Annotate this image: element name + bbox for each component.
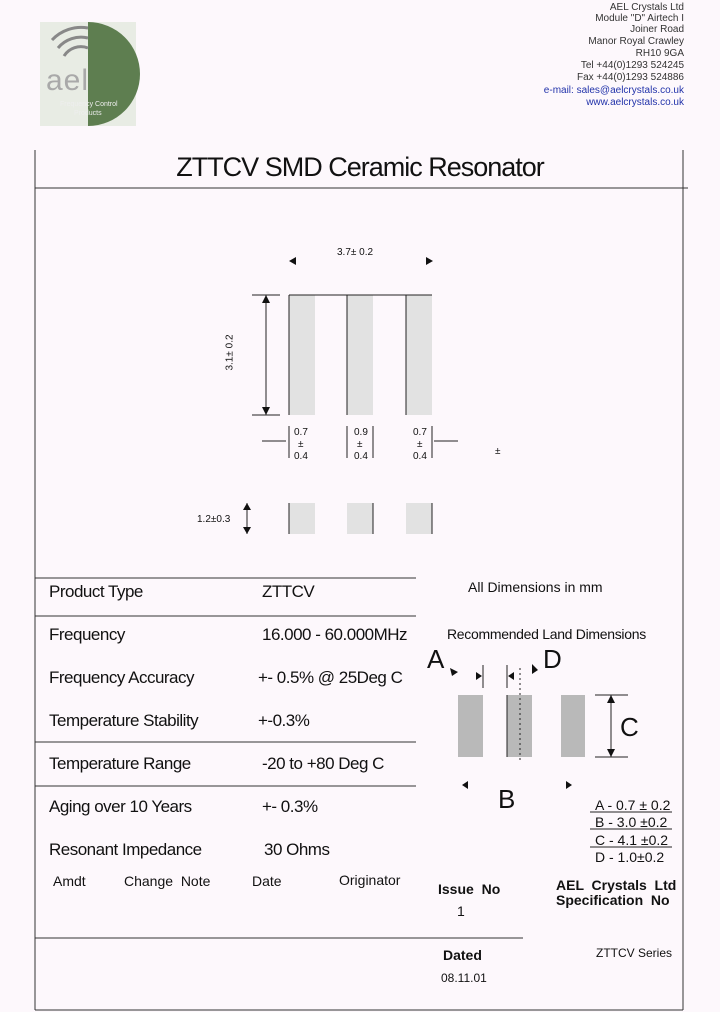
spec-label: Temperature Range bbox=[49, 754, 191, 773]
spec-value: 30 Ohms bbox=[264, 840, 330, 859]
dimension: 3.1± 0.2 bbox=[224, 334, 236, 371]
land-letter: B bbox=[498, 784, 516, 814]
title: ZTTCV SMD Ceramic Resonator bbox=[176, 152, 545, 182]
address-line: Manor Royal Crawley bbox=[588, 36, 684, 47]
footer-column: Originator bbox=[339, 872, 401, 888]
logo-tagline: Products bbox=[74, 110, 102, 117]
land-letter: A bbox=[427, 644, 445, 674]
dimension: ± bbox=[298, 439, 304, 450]
address-line: Tel +44(0)1293 524245 bbox=[580, 60, 684, 71]
issue-label: Issue No bbox=[438, 881, 501, 897]
land-letter: C bbox=[620, 712, 639, 742]
address-line: Module "D" Airtech I bbox=[595, 13, 684, 24]
dimension: 0.4 bbox=[294, 451, 308, 462]
spec-value: ZTTCV bbox=[262, 582, 315, 601]
spec-label: Aging over 10 Years bbox=[49, 797, 192, 816]
spec-label: Temperature Stability bbox=[49, 711, 199, 730]
spec-label: Frequency bbox=[49, 625, 125, 644]
address-line: RH10 9GA bbox=[635, 48, 684, 59]
dimension: ± bbox=[417, 439, 423, 450]
logo-tagline: Frequency Control bbox=[60, 101, 118, 108]
frame bbox=[34, 150, 688, 1011]
land-drawing bbox=[450, 664, 672, 848]
land-legend: D - 1.0±0.2 bbox=[595, 849, 665, 865]
note: All Dimensions in mm bbox=[468, 579, 603, 595]
spec-value: -20 to +80 Deg C bbox=[262, 754, 384, 773]
dimension: 0.4 bbox=[354, 451, 368, 462]
address-line: Fax +44(0)1293 524886 bbox=[576, 72, 684, 83]
spec-value: +-0.3% bbox=[258, 711, 310, 730]
spec-label: Specification No bbox=[556, 892, 670, 908]
spec-value: +- 0.5% @ 25Deg C bbox=[258, 668, 403, 687]
land-legend: C - 4.1 ±0.2 bbox=[595, 832, 669, 848]
land-legend: A - 0.7 ± 0.2 bbox=[595, 797, 671, 813]
footer-column: Change Note bbox=[124, 873, 211, 889]
dimension: 0.4 bbox=[413, 451, 427, 462]
footer-column: Amdt bbox=[53, 873, 86, 889]
address-line: Joiner Road bbox=[630, 24, 684, 35]
land-title: Recommended Land Dimensions bbox=[447, 626, 646, 642]
dimension: ± bbox=[357, 439, 363, 450]
series: ZTTCV Series bbox=[596, 946, 673, 960]
dimension: ± bbox=[495, 446, 501, 457]
spec-label: Resonant Impedance bbox=[49, 840, 202, 859]
dated: 08.11.01 bbox=[441, 971, 487, 985]
part-drawing bbox=[243, 257, 458, 534]
logo-name: ael bbox=[46, 64, 90, 97]
spec-value: 16.000 - 60.000MHz bbox=[262, 625, 408, 644]
spec-label: Frequency Accuracy bbox=[49, 668, 195, 687]
logo bbox=[40, 22, 140, 126]
land-legend: B - 3.0 ±0.2 bbox=[595, 814, 668, 830]
dimension: 0.7 bbox=[294, 427, 308, 438]
issue-number: 1 bbox=[457, 903, 465, 919]
dimension: 0.9 bbox=[354, 427, 368, 438]
footer-column: Date bbox=[252, 873, 282, 889]
land-letter: D bbox=[543, 644, 562, 674]
dimension: 1.2±0.3 bbox=[197, 514, 231, 525]
dimension: 3.7± 0.2 bbox=[337, 247, 374, 258]
company: AEL Crystals Ltd bbox=[556, 877, 677, 893]
spec-label: Product Type bbox=[49, 582, 143, 601]
dated-label: Dated bbox=[443, 947, 482, 963]
address-line: AEL Crystals Ltd bbox=[609, 2, 684, 13]
address-line: e-mail: sales@aelcrystals.co.uk bbox=[543, 85, 684, 96]
address-line: www.aelcrystals.co.uk bbox=[586, 97, 684, 108]
spec-value: +- 0.3% bbox=[262, 797, 318, 816]
dimension: 0.7 bbox=[413, 427, 427, 438]
